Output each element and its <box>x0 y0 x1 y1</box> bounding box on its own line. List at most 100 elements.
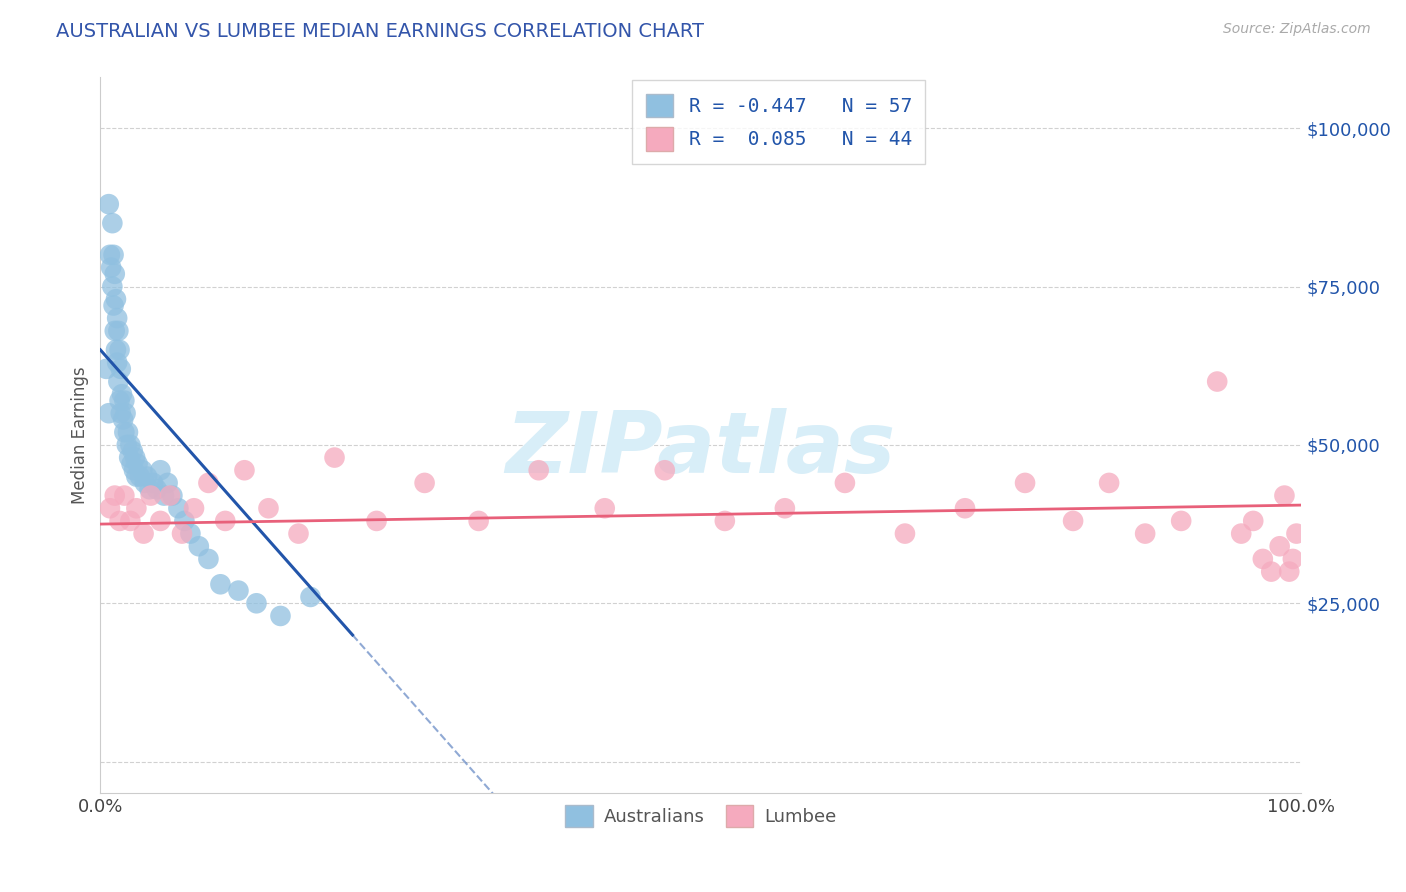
Point <box>214 514 236 528</box>
Point <box>125 469 148 483</box>
Point <box>654 463 676 477</box>
Point <box>894 526 917 541</box>
Point <box>101 216 124 230</box>
Point <box>127 457 149 471</box>
Point <box>132 526 155 541</box>
Point <box>104 343 127 357</box>
Point <box>1285 526 1308 541</box>
Point <box>105 355 128 369</box>
Point <box>228 583 250 598</box>
Point <box>269 609 291 624</box>
Point <box>159 489 181 503</box>
Point <box>187 539 209 553</box>
Legend: Australians, Lumbee: Australians, Lumbee <box>558 798 844 834</box>
Point <box>197 475 219 490</box>
Point <box>110 406 132 420</box>
Point <box>1014 475 1036 490</box>
Y-axis label: Median Earnings: Median Earnings <box>72 367 89 504</box>
Point <box>245 596 267 610</box>
Point <box>98 248 121 262</box>
Point <box>593 501 616 516</box>
Point <box>1282 552 1305 566</box>
Point <box>527 463 550 477</box>
Point <box>183 501 205 516</box>
Point <box>1268 539 1291 553</box>
Point <box>98 501 121 516</box>
Point <box>834 475 856 490</box>
Point <box>1206 375 1229 389</box>
Point <box>121 457 143 471</box>
Point <box>97 197 120 211</box>
Point <box>170 526 193 541</box>
Point <box>103 248 125 262</box>
Point <box>773 501 796 516</box>
Point <box>467 514 489 528</box>
Point <box>1278 565 1301 579</box>
Point <box>167 501 190 516</box>
Point <box>146 482 169 496</box>
Point <box>153 489 176 503</box>
Point <box>233 463 256 477</box>
Point <box>1260 565 1282 579</box>
Point <box>179 526 201 541</box>
Point <box>1274 489 1296 503</box>
Point <box>108 514 131 528</box>
Point <box>104 324 127 338</box>
Point <box>120 514 142 528</box>
Point <box>129 469 152 483</box>
Point <box>101 279 124 293</box>
Point <box>105 311 128 326</box>
Point <box>299 590 322 604</box>
Point <box>108 393 131 408</box>
Point <box>111 387 134 401</box>
Point <box>138 482 160 496</box>
Point <box>257 501 280 516</box>
Point <box>104 292 127 306</box>
Point <box>173 514 195 528</box>
Point <box>1230 526 1253 541</box>
Point <box>112 489 135 503</box>
Point <box>323 450 346 465</box>
Point <box>97 406 120 420</box>
Point <box>1241 514 1264 528</box>
Point <box>287 526 309 541</box>
Point <box>413 475 436 490</box>
Point <box>142 475 165 490</box>
Point <box>103 299 125 313</box>
Point <box>714 514 737 528</box>
Point <box>107 324 129 338</box>
Point <box>100 260 122 275</box>
Point <box>1251 552 1274 566</box>
Point <box>209 577 232 591</box>
Point <box>112 425 135 440</box>
Point <box>115 438 138 452</box>
Point <box>112 393 135 408</box>
Text: AUSTRALIAN VS LUMBEE MEDIAN EARNINGS CORRELATION CHART: AUSTRALIAN VS LUMBEE MEDIAN EARNINGS COR… <box>56 22 704 41</box>
Point <box>107 375 129 389</box>
Point <box>134 475 156 490</box>
Point <box>953 501 976 516</box>
Point <box>1062 514 1084 528</box>
Point <box>136 469 159 483</box>
Point <box>121 444 143 458</box>
Point <box>104 267 127 281</box>
Point <box>156 475 179 490</box>
Point <box>131 463 153 477</box>
Point <box>108 343 131 357</box>
Point <box>1098 475 1121 490</box>
Point <box>139 489 162 503</box>
Point <box>124 450 146 465</box>
Point <box>149 514 172 528</box>
Point <box>122 463 145 477</box>
Point <box>117 425 139 440</box>
Point <box>114 406 136 420</box>
Point <box>112 412 135 426</box>
Point <box>120 438 142 452</box>
Point <box>1170 514 1192 528</box>
Point <box>149 463 172 477</box>
Point <box>197 552 219 566</box>
Point <box>125 501 148 516</box>
Text: ZIPatlas: ZIPatlas <box>506 409 896 491</box>
Point <box>104 489 127 503</box>
Text: Source: ZipAtlas.com: Source: ZipAtlas.com <box>1223 22 1371 37</box>
